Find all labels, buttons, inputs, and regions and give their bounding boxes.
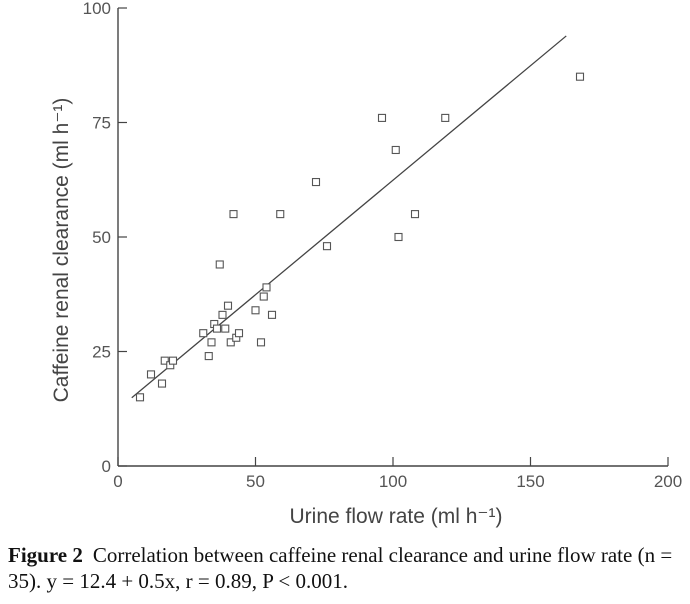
data-point	[377, 113, 387, 122]
data-point	[229, 210, 238, 219]
data-point	[221, 324, 230, 333]
data-point	[199, 329, 208, 338]
data-point	[441, 113, 450, 122]
data-point	[207, 338, 216, 347]
data-points	[135, 72, 585, 402]
axes: 0 50 100 150 200 0 25 50 75 100	[83, 0, 683, 491]
data-point	[276, 210, 285, 219]
x-tick-label: 100	[379, 472, 407, 491]
data-point	[259, 292, 268, 301]
data-point	[575, 72, 585, 81]
figure-caption: Figure 2 Correlation between caffeine ren…	[8, 542, 688, 594]
data-point	[267, 310, 277, 319]
data-point	[251, 306, 260, 315]
caption-text: Correlation between caffeine renal clear…	[8, 543, 673, 593]
data-point	[391, 145, 400, 155]
data-point	[146, 370, 156, 379]
data-point	[256, 338, 266, 347]
y-tick-label: 50	[92, 228, 111, 247]
x-tick-label: 0	[113, 472, 122, 491]
x-tick-label: 50	[246, 472, 265, 491]
data-point	[135, 393, 145, 402]
data-point	[157, 379, 167, 388]
caption-label: Figure 2	[8, 543, 83, 567]
data-point	[394, 232, 403, 242]
data-point	[168, 356, 178, 365]
data-point	[218, 310, 227, 319]
y-tick-label: 75	[92, 114, 111, 133]
y-axis-label: Caffeine renal clearance (ml h⁻¹)	[50, 98, 73, 403]
x-tick-label: 200	[654, 472, 682, 491]
fit-line	[131, 35, 567, 399]
data-point	[234, 329, 244, 338]
data-point	[311, 177, 321, 187]
data-point	[212, 324, 222, 333]
y-tick-label: 100	[83, 0, 111, 18]
y-tick-label: 0	[102, 457, 111, 476]
data-point	[223, 301, 233, 310]
regression-line	[131, 35, 567, 399]
scatter-chart: 0 50 100 150 200 0 25 50 75 100 Urine flow rate (…	[50, 0, 683, 528]
data-point	[322, 242, 332, 251]
data-point	[160, 356, 169, 365]
data-point	[215, 260, 224, 269]
y-tick-label: 25	[92, 343, 111, 362]
data-point	[226, 338, 235, 347]
data-point	[204, 352, 213, 361]
x-axis-label: Urine flow rate (ml h⁻¹)	[290, 505, 503, 528]
data-point	[262, 283, 271, 292]
x-tick-label: 150	[516, 472, 544, 491]
data-point	[410, 210, 420, 219]
